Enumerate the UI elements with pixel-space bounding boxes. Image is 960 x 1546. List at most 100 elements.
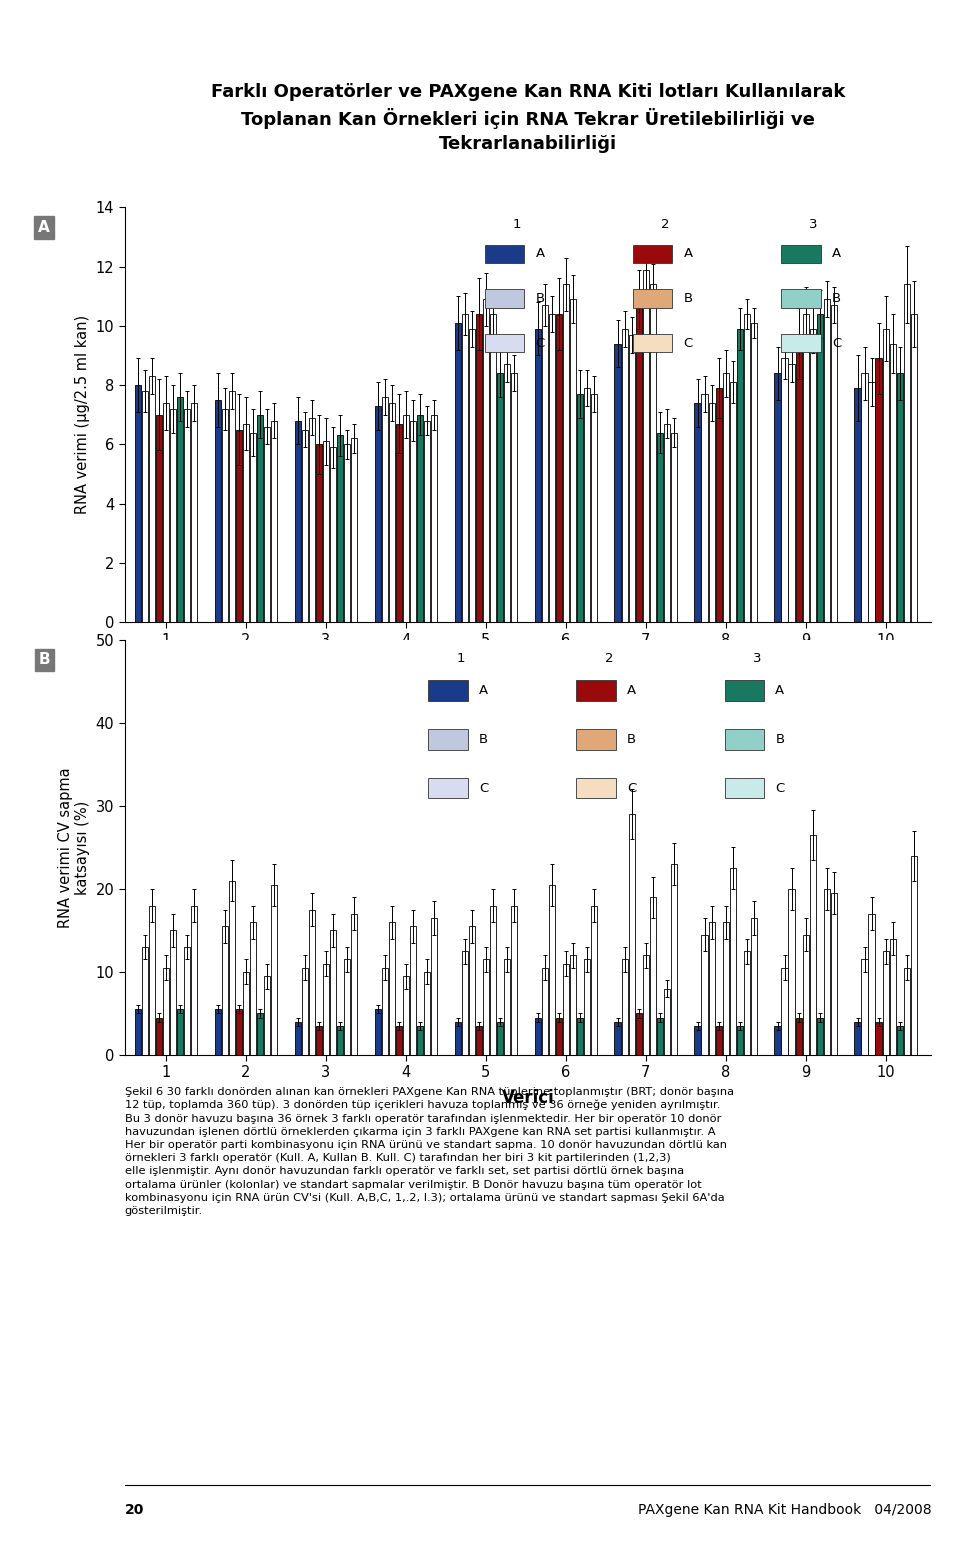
Bar [563,284,568,621]
Bar [177,397,182,621]
Bar [374,407,381,621]
Bar [511,906,516,1054]
Bar [468,926,475,1054]
Bar [316,1027,322,1054]
Bar [134,1010,141,1054]
Bar [903,284,910,621]
Bar [264,976,270,1054]
Bar [250,433,255,621]
Bar [541,305,548,621]
Bar [177,1010,182,1054]
Bar [744,314,750,621]
Bar [817,1017,823,1054]
Bar [556,314,562,621]
Bar [897,1027,902,1054]
Bar [222,408,228,621]
Text: B: B [38,652,50,668]
Bar [337,436,343,621]
Bar [577,394,583,621]
Bar [803,314,808,621]
Bar [496,373,503,621]
Bar [235,1010,242,1054]
Text: Farklı Operatörler ve PAXgene Kan RNA Kiti lotları Kullanılarak
Toplanan Kan Örn: Farklı Operatörler ve PAXgene Kan RNA Ki… [211,83,845,153]
Bar [170,931,176,1054]
Bar [243,972,249,1054]
Bar [417,414,422,621]
Bar [736,329,743,621]
Bar [796,343,802,621]
Bar [830,305,837,621]
Text: PAXgene Kan RNA Kit Handbook   04/2008: PAXgene Kan RNA Kit Handbook 04/2008 [637,1503,931,1517]
Bar [535,1017,540,1054]
Bar [295,421,300,621]
Bar [301,430,308,621]
Bar [264,427,270,621]
Bar [751,918,756,1054]
Bar [803,935,808,1054]
Bar [629,815,635,1054]
Bar [191,404,197,621]
Bar [149,376,155,621]
Bar [490,314,495,621]
Bar [511,373,516,621]
Bar [308,909,315,1054]
Bar [809,835,816,1054]
Bar [475,314,482,621]
Bar [535,329,540,621]
Bar [796,1017,802,1054]
Bar [556,1017,562,1054]
Bar [590,394,597,621]
Bar [723,921,729,1054]
Bar [744,951,750,1054]
Bar [584,388,589,621]
Bar [694,404,701,621]
Bar [876,359,881,621]
Bar [911,314,917,621]
Bar [191,906,197,1054]
Bar [235,430,242,621]
Bar [402,414,409,621]
Bar [824,300,829,621]
Bar [162,404,169,621]
Bar [170,408,176,621]
Bar [149,906,155,1054]
Bar [215,1010,221,1054]
Bar [569,300,576,621]
Bar [483,300,489,621]
Bar [423,421,430,621]
Bar [642,269,649,621]
Bar [809,329,816,621]
Bar [496,1022,503,1054]
Bar [228,391,235,621]
Bar [614,1022,621,1054]
Bar [431,918,437,1054]
Bar [301,968,308,1054]
Bar [861,373,868,621]
Bar [636,1014,641,1054]
Bar [389,404,395,621]
Bar [569,955,576,1054]
Bar [454,1022,461,1054]
Bar [541,968,548,1054]
Bar [671,864,677,1054]
Bar [890,343,896,621]
Bar [702,935,708,1054]
Bar [723,373,729,621]
Bar [824,889,829,1054]
Bar [329,931,336,1054]
Bar [222,926,228,1054]
Bar [156,1017,162,1054]
Bar [708,404,714,621]
Bar [462,951,468,1054]
Bar [694,1027,701,1054]
Bar [548,314,555,621]
Bar [671,433,677,621]
Bar [548,884,555,1054]
Bar [657,433,662,621]
Bar [869,382,875,621]
Bar [490,906,495,1054]
Bar [215,400,221,621]
Bar [256,1014,263,1054]
Bar [730,382,735,621]
Bar [323,442,328,621]
